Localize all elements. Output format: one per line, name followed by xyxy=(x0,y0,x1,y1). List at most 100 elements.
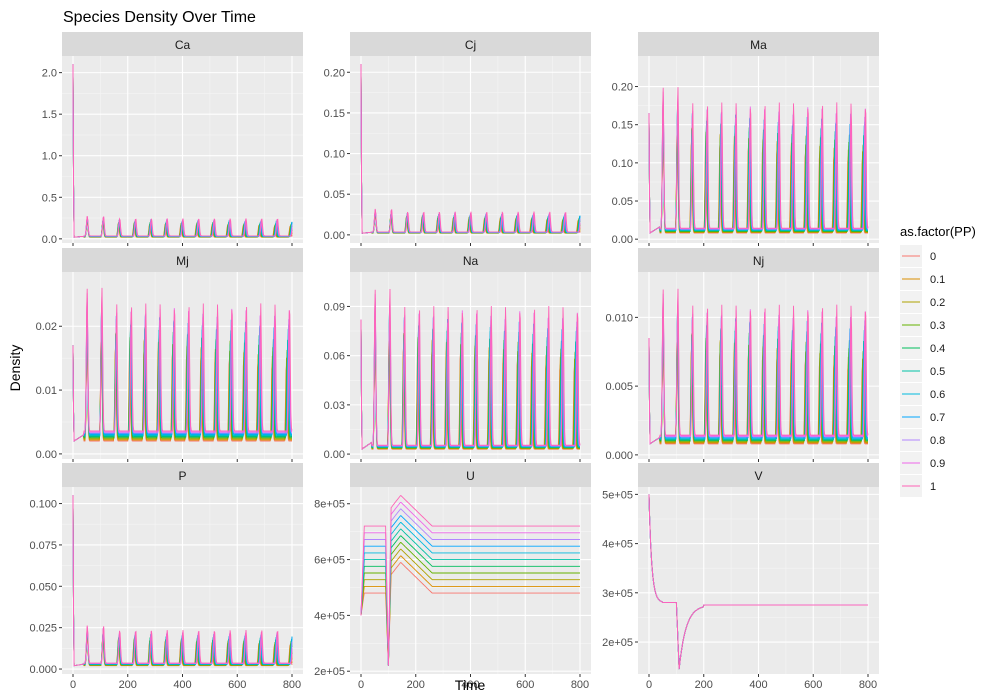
facet-strip-label: Nj xyxy=(753,254,764,268)
series-line-0.2 xyxy=(360,548,580,666)
series-line-0.7 xyxy=(72,301,292,442)
y-tick-label: 0.000 xyxy=(605,450,633,462)
legend-label: 0.8 xyxy=(930,435,945,447)
y-tick-label: 0.20 xyxy=(612,82,633,94)
legend-title: as.factor(PP) xyxy=(900,224,976,239)
series-line-1 xyxy=(72,287,293,442)
y-axis-title: Density xyxy=(7,345,23,392)
y-tick-label: 0.06 xyxy=(324,351,345,363)
facet-strip xyxy=(638,32,879,56)
y-tick-label: 0.01 xyxy=(36,385,57,397)
legend-item: 0.9 xyxy=(900,452,945,474)
series-line-0.8 xyxy=(72,297,293,442)
series-line-0.4 xyxy=(72,312,292,442)
series-line-1 xyxy=(648,288,869,445)
series-line-0.7 xyxy=(648,302,868,445)
legend-item: 0.7 xyxy=(900,406,945,428)
series-line-0.8 xyxy=(360,508,580,666)
series-line-0.9 xyxy=(648,91,869,234)
series-line-0.2 xyxy=(72,321,292,442)
series-line-0.6 xyxy=(72,306,292,442)
series-line-0.4 xyxy=(360,535,580,666)
x-tick-label: 400 xyxy=(749,679,767,691)
facet-panel-u: U 0 200 400 600 800 2e+05 4e+05 6e+05 8e+05 xyxy=(314,463,591,691)
y-tick-label: 2.0 xyxy=(42,68,57,80)
y-tick-label: 0.5 xyxy=(42,192,57,204)
series-line-0.8 xyxy=(648,298,869,445)
facet-strip xyxy=(62,463,303,487)
facet-strip-label: Na xyxy=(463,254,479,268)
y-tick-label: 0.0 xyxy=(42,234,57,246)
series-line-0.9 xyxy=(72,293,293,442)
y-tick-label: 0.02 xyxy=(36,321,57,333)
series-line-1 xyxy=(360,288,581,450)
series-line-0.3 xyxy=(648,112,868,234)
legend-label: 0.4 xyxy=(930,343,945,355)
y-tick-label: 0.00 xyxy=(324,230,345,242)
y-tick-label: 0.00 xyxy=(612,234,633,246)
x-tick-label: 400 xyxy=(461,679,479,691)
x-tick-label: 200 xyxy=(407,679,425,691)
y-tick-label: 0.15 xyxy=(324,108,345,120)
facet-panel-ca: Ca02004006008000.00.51.01.52.0 xyxy=(42,32,303,260)
x-tick-label: 200 xyxy=(695,679,713,691)
legend: as.factor(PP) 0 0.1 0.2 0.3 0.4 0.5 0.6 0.7 0.8 0.… xyxy=(900,224,976,497)
y-tick-label: 0.10 xyxy=(612,158,633,170)
legend-label: 0.1 xyxy=(930,274,945,286)
series-line-0.3 xyxy=(360,542,580,666)
series-line-0.1 xyxy=(360,555,580,666)
series-line-0.3 xyxy=(648,317,868,445)
y-tick-label: 1.0 xyxy=(42,151,57,163)
series-line-0.6 xyxy=(648,306,868,445)
x-tick-label: 0 xyxy=(646,679,652,691)
legend-label: 0.6 xyxy=(930,389,945,401)
legend-label: 0.9 xyxy=(930,458,945,470)
facet-panel-v: V 0 200 400 600 800 2e+05 3e+05 4e+05 5e+05 xyxy=(602,463,879,691)
x-tick-label: 800 xyxy=(859,679,877,691)
series-line-1 xyxy=(360,64,581,234)
y-tick-label: 3e+05 xyxy=(602,588,633,600)
x-tick-label: 0 xyxy=(70,679,76,691)
series-line-0.1 xyxy=(648,113,868,234)
legend-label: 0 xyxy=(930,251,936,263)
legend-item: 0.2 xyxy=(900,291,945,313)
x-tick-label: 600 xyxy=(804,679,822,691)
facet-strip-label: Ca xyxy=(175,38,191,52)
facet-strip-label: P xyxy=(178,469,186,483)
legend-item: 0 xyxy=(900,245,936,267)
x-tick-label: 600 xyxy=(516,679,534,691)
series-line-1 xyxy=(648,87,869,234)
series-line-0.2 xyxy=(648,113,868,234)
facet-strip xyxy=(638,248,879,272)
facet-strip-label: Mj xyxy=(176,254,189,268)
facet-panel-cj: Cj02004006008000.000.050.100.150.20 xyxy=(324,32,591,260)
facet-strip xyxy=(350,248,591,272)
legend-label: 0.5 xyxy=(930,366,945,378)
x-axis-title: Time xyxy=(455,677,486,693)
series-line-0.5 xyxy=(648,105,868,234)
series-line-1 xyxy=(72,64,293,238)
legend-item: 0.5 xyxy=(900,360,945,382)
y-tick-label: 0.075 xyxy=(29,540,57,552)
x-tick-label: 800 xyxy=(571,679,589,691)
y-tick-label: 0.20 xyxy=(324,67,345,79)
facet-strip xyxy=(350,32,591,56)
y-tick-label: 5e+05 xyxy=(602,489,633,501)
x-tick-label: 200 xyxy=(119,679,137,691)
y-tick-label: 0.09 xyxy=(324,301,345,313)
y-tick-label: 1.5 xyxy=(42,109,57,121)
series-line-0.6 xyxy=(360,521,580,666)
y-tick-label: 0.00 xyxy=(324,449,345,461)
y-tick-label: 0.010 xyxy=(605,312,633,324)
y-tick-label: 2e+05 xyxy=(314,666,345,678)
legend-item: 0.6 xyxy=(900,383,945,405)
series-line-0.4 xyxy=(648,313,868,445)
series-line-0.5 xyxy=(648,310,868,445)
y-tick-label: 0.025 xyxy=(29,623,57,635)
facet-strip-label: Ma xyxy=(750,38,767,52)
legend-item: 0.8 xyxy=(900,429,945,451)
facet-panel-na: Na02004006008000.000.030.060.09 xyxy=(324,248,591,476)
legend-item: 0.3 xyxy=(900,314,945,336)
x-tick-label: 600 xyxy=(228,679,246,691)
